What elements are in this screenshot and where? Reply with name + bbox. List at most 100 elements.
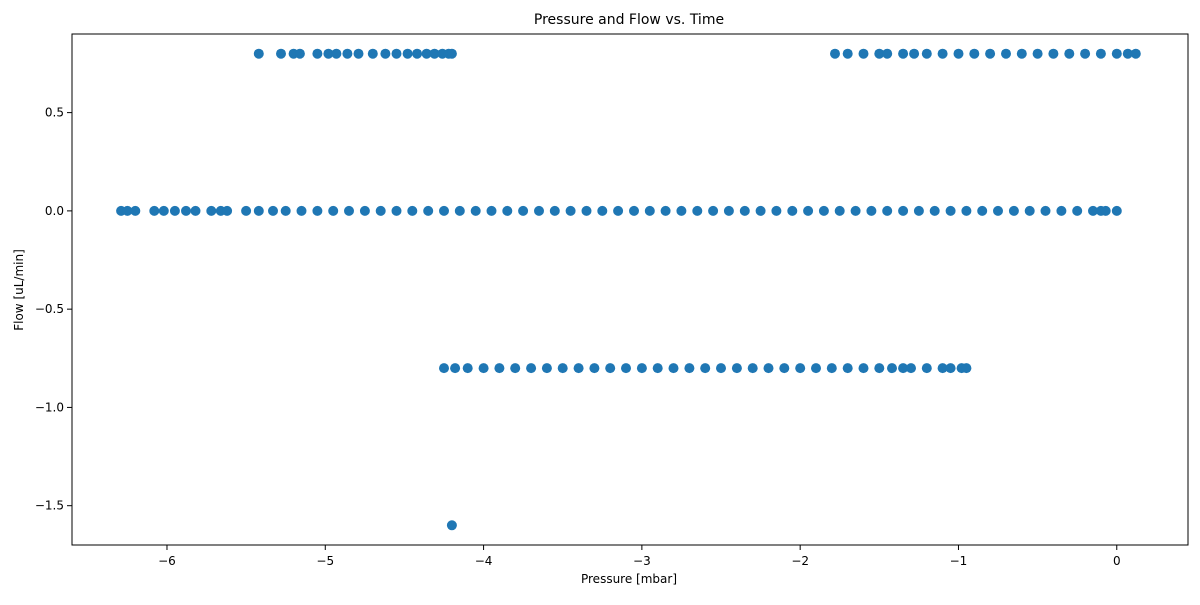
data-point xyxy=(708,205,719,216)
data-point xyxy=(874,48,885,59)
data-point xyxy=(787,205,798,216)
data-point xyxy=(1024,205,1035,216)
data-point xyxy=(771,205,782,216)
data-point xyxy=(945,205,956,216)
data-point xyxy=(328,205,339,216)
data-point xyxy=(945,363,956,374)
data-point xyxy=(149,205,160,216)
data-point xyxy=(629,205,639,216)
data-point xyxy=(391,205,402,216)
data-point xyxy=(985,48,996,59)
data-point xyxy=(454,205,465,216)
data-point xyxy=(858,48,869,59)
x-tick-label: −1 xyxy=(950,554,968,568)
data-point xyxy=(296,205,307,216)
data-point xyxy=(887,363,897,374)
data-point xyxy=(1095,48,1106,59)
data-point xyxy=(716,363,726,374)
data-point xyxy=(573,363,584,374)
plot-frame xyxy=(71,33,1189,546)
data-point xyxy=(937,363,948,374)
data-point xyxy=(1088,205,1098,216)
data-point xyxy=(684,363,695,374)
data-point xyxy=(913,205,924,216)
data-point xyxy=(866,205,877,216)
data-point xyxy=(312,205,323,216)
data-point xyxy=(1080,48,1091,59)
data-point xyxy=(898,205,909,216)
data-point xyxy=(660,205,671,216)
data-point xyxy=(181,205,191,216)
data-point xyxy=(929,205,940,216)
data-point xyxy=(795,363,806,374)
data-point xyxy=(747,363,758,374)
data-point xyxy=(858,363,869,374)
y-tick-label: −1.5 xyxy=(35,499,64,513)
x-tick-label: −2 xyxy=(791,554,809,568)
data-point xyxy=(906,363,916,374)
data-point xyxy=(549,205,560,216)
data-point xyxy=(830,48,840,59)
data-point xyxy=(402,48,413,59)
y-tick-label: 0.5 xyxy=(45,106,64,120)
data-point xyxy=(755,205,766,216)
data-point xyxy=(921,48,932,59)
data-point xyxy=(842,48,853,59)
data-point xyxy=(993,205,1003,216)
axis-ticks: −6 −5 −4 −3 −2 −1 0 −1.5 −1.0 −0.5 0.0 0.5 xyxy=(35,106,1121,568)
data-point xyxy=(1100,205,1111,216)
data-point xyxy=(169,205,180,216)
data-point xyxy=(294,48,305,59)
data-point xyxy=(518,205,529,216)
data-point xyxy=(850,205,861,216)
data-point xyxy=(323,48,334,59)
data-point xyxy=(589,363,600,374)
x-tick-label: 0 xyxy=(1113,554,1121,568)
data-point xyxy=(1040,205,1051,216)
data-point xyxy=(206,205,217,216)
data-point xyxy=(1048,48,1059,59)
x-tick-label: −6 xyxy=(158,554,176,568)
data-point xyxy=(486,205,497,216)
data-point xyxy=(331,48,342,59)
data-point xyxy=(391,48,402,59)
data-point xyxy=(1008,205,1019,216)
data-point xyxy=(803,205,814,216)
data-point xyxy=(731,363,742,374)
data-point xyxy=(429,48,440,59)
data-point xyxy=(222,205,233,216)
data-point xyxy=(937,48,948,59)
data-point xyxy=(818,205,829,216)
data-point xyxy=(898,48,909,59)
data-point xyxy=(541,363,552,374)
data-point xyxy=(367,48,378,59)
data-point xyxy=(312,48,323,59)
data-point xyxy=(1032,48,1043,59)
data-point xyxy=(253,48,264,59)
data-point xyxy=(407,205,418,216)
x-axis-label: Pressure [mbar] xyxy=(581,572,677,586)
data-point xyxy=(882,205,893,216)
data-point xyxy=(605,363,616,374)
data-point xyxy=(534,205,544,216)
data-point xyxy=(874,363,885,374)
data-point xyxy=(668,363,679,374)
data-point xyxy=(961,363,972,374)
data-point xyxy=(652,363,663,374)
data-point xyxy=(342,48,353,59)
data-point xyxy=(158,205,169,216)
data-point xyxy=(190,205,201,216)
data-point xyxy=(470,205,481,216)
data-point xyxy=(1001,48,1011,59)
data-point xyxy=(834,205,845,216)
data-point xyxy=(723,205,734,216)
data-point xyxy=(676,205,687,216)
data-point xyxy=(1122,48,1133,59)
data-point xyxy=(1130,48,1141,59)
data-point xyxy=(344,205,354,216)
data-point xyxy=(446,520,457,531)
y-axis-label: Flow [uL/min] xyxy=(12,249,26,331)
data-points xyxy=(116,48,1141,531)
